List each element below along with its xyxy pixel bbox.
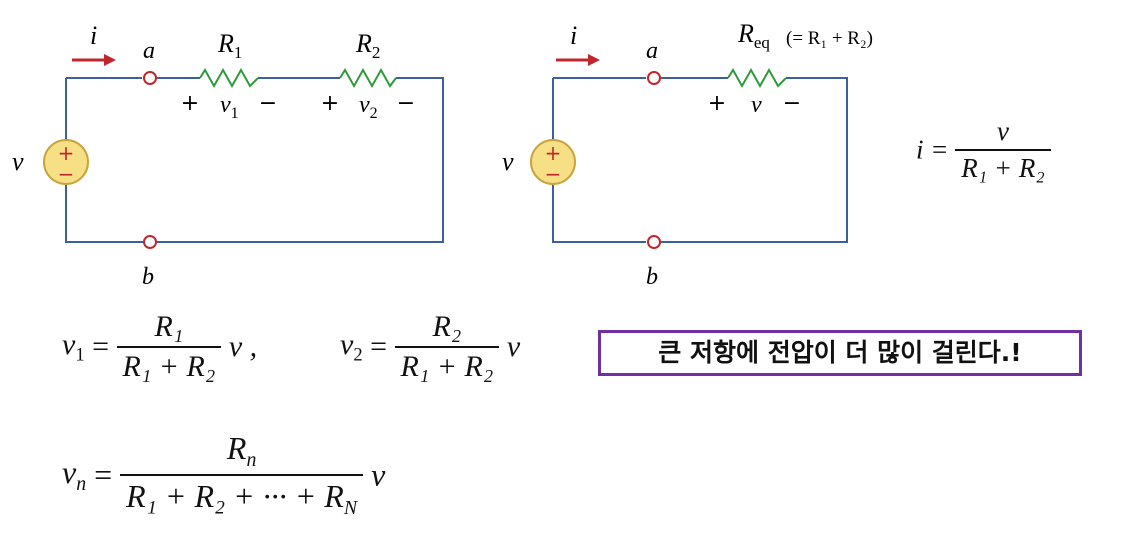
vn-equation: vn = Rn R₁ + R₂ + ··· + RN v bbox=[62, 430, 386, 520]
v1-eq-denominator: R₁ + R₂ bbox=[116, 346, 222, 384]
v2-eq-fraction: R₂ R₁ + R₂ bbox=[394, 310, 500, 384]
v-minus-eq: − bbox=[783, 91, 801, 116]
r1-label: R1 bbox=[217, 29, 242, 62]
voltage-source bbox=[43, 139, 89, 185]
vn-eq-lhs: vn bbox=[62, 453, 87, 495]
vn-eq-fraction: Rn R₁ + R₂ + ··· + RN bbox=[120, 430, 364, 520]
vn-eq-denominator: R₁ + R₂ + ··· + RN bbox=[120, 473, 364, 520]
node-b-label-eq: b bbox=[646, 264, 658, 290]
v1-eq-tail: v , bbox=[228, 330, 258, 363]
source-plus: + bbox=[58, 141, 75, 165]
current-arrowhead bbox=[104, 54, 116, 66]
v-plus-eq: + bbox=[708, 91, 726, 116]
wire-left bbox=[65, 77, 444, 243]
node-b-label: b bbox=[142, 264, 154, 290]
series-circuit: + − i a b v R1 R2 + v1 − + v2 − bbox=[12, 21, 444, 290]
current-eq-numerator: v bbox=[996, 116, 1009, 146]
v1-eq-fraction: R₁ R₁ + R₂ bbox=[116, 310, 222, 384]
key-point-note: 큰 저항에 전압이 더 많이 걸린다.! bbox=[598, 330, 1082, 376]
current-label-eq: i bbox=[570, 21, 577, 50]
node-a-label-eq: a bbox=[646, 38, 658, 64]
v2-eq-numerator: R₂ bbox=[432, 310, 462, 343]
source-label: v bbox=[12, 147, 24, 176]
voltage-source-eq bbox=[530, 139, 576, 185]
v1-eq-lhs: v1 bbox=[62, 327, 85, 366]
req-expression: (= R₁ + R₂) bbox=[786, 28, 873, 49]
v2-eq-tail: v bbox=[506, 330, 521, 363]
source-minus-eq: − bbox=[545, 162, 562, 186]
current-equation: i = v R₁ + R₂ bbox=[916, 116, 1051, 184]
current-eq-lhs: i = bbox=[916, 134, 949, 165]
current-eq-denominator: R₁ + R₂ bbox=[955, 149, 1051, 184]
v2-equation: v2 = R₂ R₁ + R₂ v bbox=[340, 310, 521, 384]
source-minus: − bbox=[58, 162, 75, 186]
current-arrowhead-eq bbox=[588, 54, 600, 66]
vn-eq-numerator: Rn bbox=[226, 430, 257, 471]
v1-eq-numerator: R₁ bbox=[154, 310, 184, 343]
source-label-eq: v bbox=[502, 147, 514, 176]
terminal-a bbox=[143, 71, 157, 85]
equivalent-circuit: + − i a b v Req (= R₁ + R₂) + v − bbox=[502, 19, 873, 290]
terminal-b-eq bbox=[647, 235, 661, 249]
v2-label: v2 bbox=[359, 92, 378, 122]
terminal-b bbox=[143, 235, 157, 249]
req-label: Req bbox=[737, 19, 770, 52]
source-plus-eq: + bbox=[545, 141, 562, 165]
resistor-r1 bbox=[199, 67, 259, 89]
wire-right bbox=[552, 77, 848, 243]
v1-label: v1 bbox=[220, 92, 239, 122]
vn-eq-tail: v bbox=[371, 456, 386, 493]
current-label: i bbox=[90, 21, 97, 50]
node-a-label: a bbox=[143, 38, 155, 64]
resistor-req bbox=[727, 67, 787, 89]
v2-eq-denominator: R₁ + R₂ bbox=[394, 346, 500, 384]
r2-label: R2 bbox=[355, 29, 380, 62]
v2-plus: + bbox=[321, 91, 339, 116]
terminal-a-eq bbox=[647, 71, 661, 85]
resistor-r2 bbox=[339, 67, 397, 89]
v2-eq-lhs: v2 bbox=[340, 327, 363, 366]
v1-equation: v1 = R₁ R₁ + R₂ v , bbox=[62, 310, 258, 384]
v1-minus: − bbox=[259, 91, 277, 116]
v2-minus: − bbox=[397, 91, 415, 116]
v1-plus: + bbox=[181, 91, 199, 116]
v-label-eq: v bbox=[751, 92, 762, 118]
circuit-diagrams: + − i a b v R1 R2 + v1 − + v2 − + bbox=[12, 19, 873, 290]
current-eq-fraction: v R₁ + R₂ bbox=[955, 116, 1051, 184]
